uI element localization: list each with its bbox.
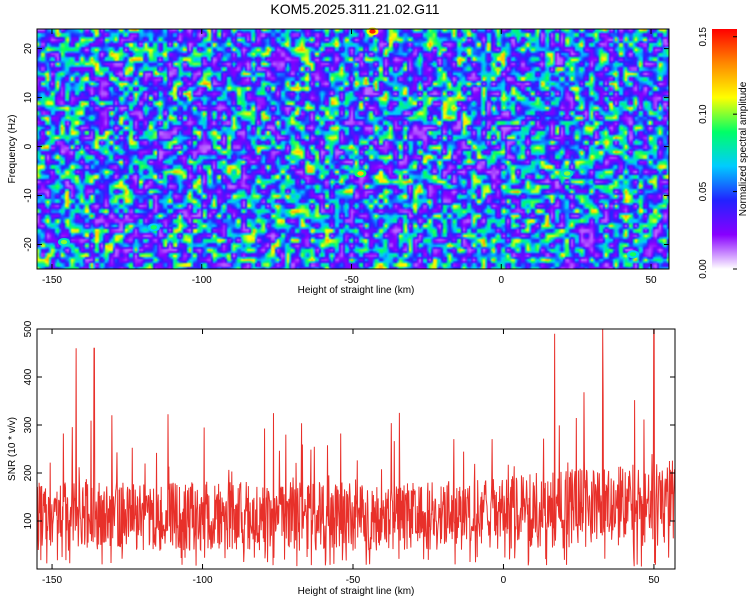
colorbar-tick-label: 0.10	[698, 104, 709, 124]
snr-y-tick-label: 300	[23, 416, 34, 433]
heatmap-y-tick-label: -10	[23, 188, 34, 203]
heatmap-y-tick-label: 10	[23, 92, 34, 104]
snr-x-tick-label: -100	[193, 575, 213, 586]
snr-y-tick-label: 500	[23, 320, 34, 337]
heatmap-y-tick-label: -20	[23, 237, 34, 252]
heatmap-hotspot	[369, 29, 376, 34]
heatmap-x-tick-label: 50	[645, 275, 657, 286]
colorbar	[712, 29, 737, 269]
heatmap-x-tick-label: -100	[192, 275, 212, 286]
colorbar-tick-label: 0.00	[698, 259, 709, 279]
heatmap-hotspot	[150, 225, 158, 230]
snr-y-tick-label: 100	[23, 512, 34, 529]
heatmap-y-tick-label: 0	[23, 143, 34, 149]
snr-x-axis-label: Height of straight line (km)	[298, 586, 415, 597]
heatmap-frame	[36, 28, 670, 270]
heatmap-x-tick-label: -150	[42, 275, 62, 286]
snr-x-tick-label: 0	[501, 575, 507, 586]
snr-x-tick-label: -150	[42, 575, 62, 586]
heatmap-x-tick-label: 0	[498, 275, 504, 286]
colorbar-tick-label: 0.15	[698, 27, 709, 47]
heatmap-hotspots	[57, 27, 640, 259]
colorbar-label: Normalized spectral amplitude	[738, 81, 749, 216]
snr-x-tick-label: 50	[648, 575, 660, 586]
snr-line-chart: -150 -100 -50 0 50 100 200 300 400 500 Height of…	[7, 320, 676, 597]
snr-y-axis-label: SNR (10 * v/v)	[7, 417, 18, 481]
snr-y-ticks: 100 200 300 400 500	[23, 320, 675, 529]
heatmap-x-ticks: -150 -100 -50 0 50	[42, 29, 657, 286]
snr-frame	[36, 328, 676, 570]
snr-y-tick-label: 400	[23, 368, 34, 385]
heatmap-x-axis-label: Height of straight line (km)	[298, 285, 415, 296]
heatmap-x-tick-label: -50	[344, 275, 359, 286]
snr-x-ticks: -150 -100 -50 0 50	[42, 329, 660, 586]
heatmap-hotspot	[357, 171, 364, 176]
colorbar-ticks: 0.00 0.05 0.10 0.15	[698, 27, 737, 279]
heatmap-image	[37, 29, 669, 269]
heatmap-y-ticks: -20 -10 0 10 20	[23, 43, 669, 252]
snr-x-tick-label: -50	[346, 575, 361, 586]
figure-title: KOM5.2025.311.21.02.G11	[270, 1, 440, 17]
colorbar-tick-label: 0.05	[698, 181, 709, 201]
heatmap-hotspot	[60, 239, 68, 245]
heatmap-hotspot	[563, 171, 571, 176]
heatmap-y-tick-label: 20	[23, 43, 34, 55]
heatmap-hotspot	[629, 252, 637, 257]
heatmap-y-axis-label: Frequency (Hz)	[7, 115, 18, 184]
snr-y-tick-label: 200	[23, 464, 34, 481]
